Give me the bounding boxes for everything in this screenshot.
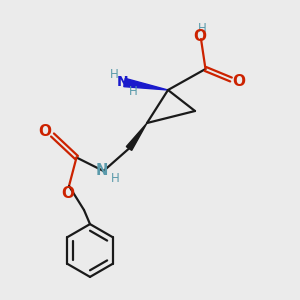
Text: H: H: [197, 22, 206, 35]
Polygon shape: [124, 78, 168, 90]
Text: O: O: [38, 124, 51, 140]
Text: O: O: [232, 74, 245, 88]
Text: O: O: [61, 186, 74, 201]
Text: H: H: [128, 85, 137, 98]
Polygon shape: [126, 123, 147, 150]
Text: H: H: [110, 172, 119, 185]
Text: H: H: [110, 68, 118, 81]
Text: N: N: [117, 75, 129, 88]
Text: O: O: [193, 28, 206, 44]
Text: N: N: [95, 163, 108, 178]
